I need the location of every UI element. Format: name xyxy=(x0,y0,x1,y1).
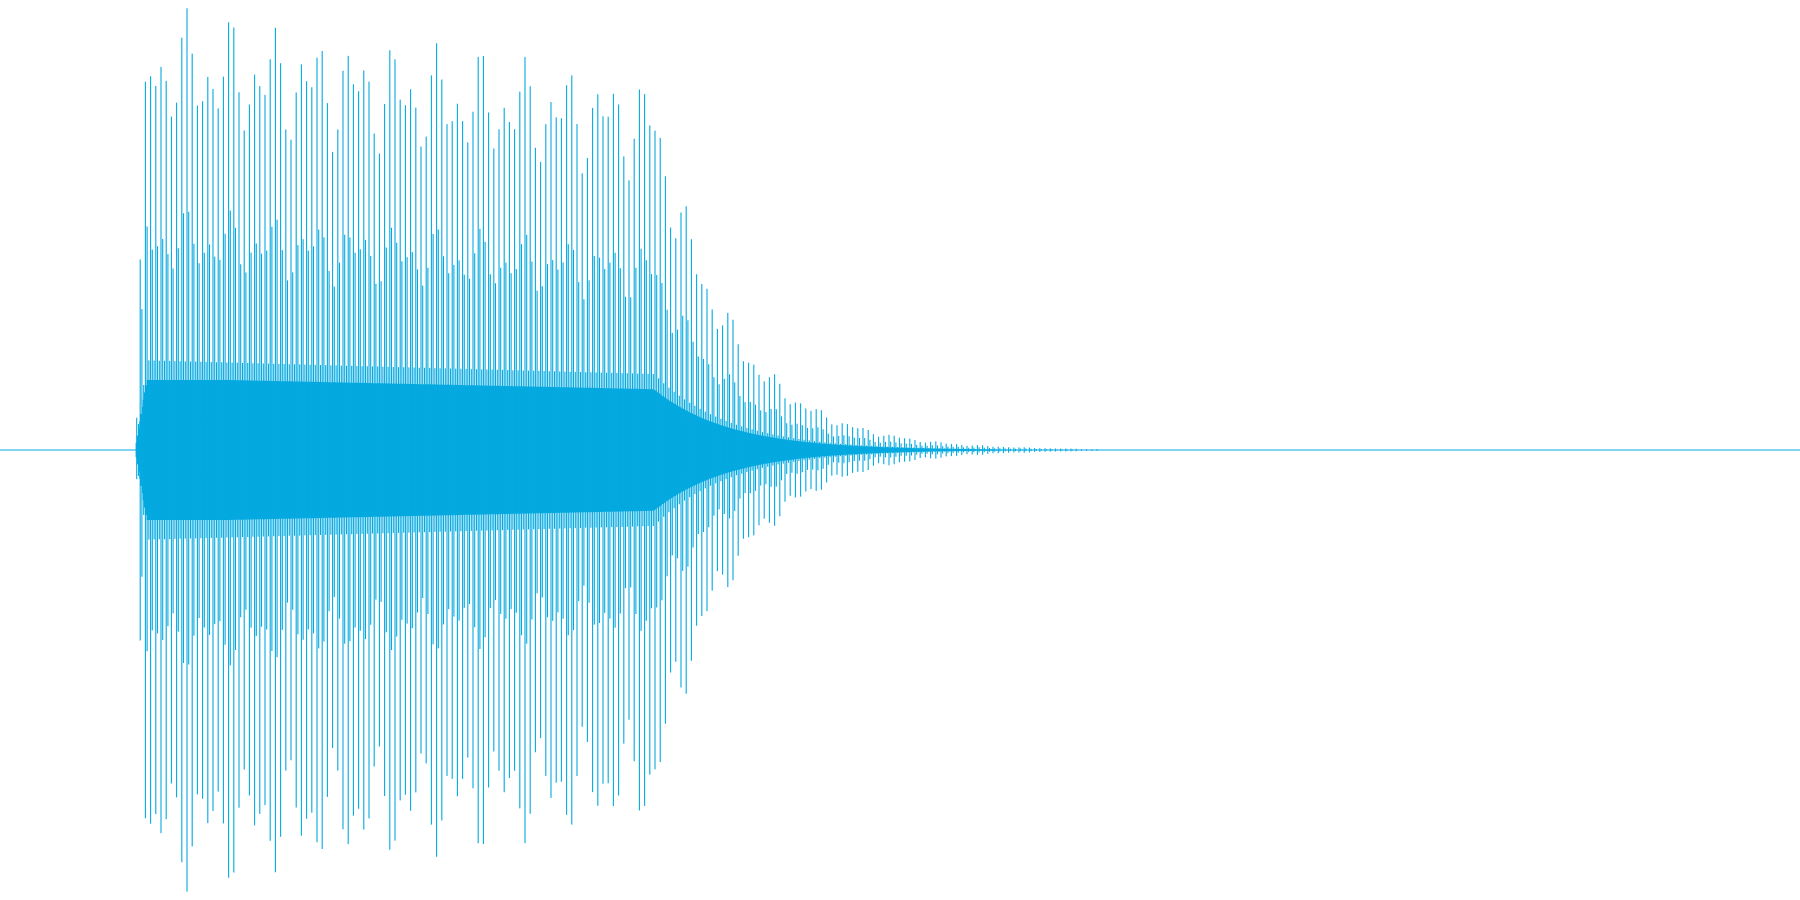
waveform xyxy=(136,8,1102,892)
